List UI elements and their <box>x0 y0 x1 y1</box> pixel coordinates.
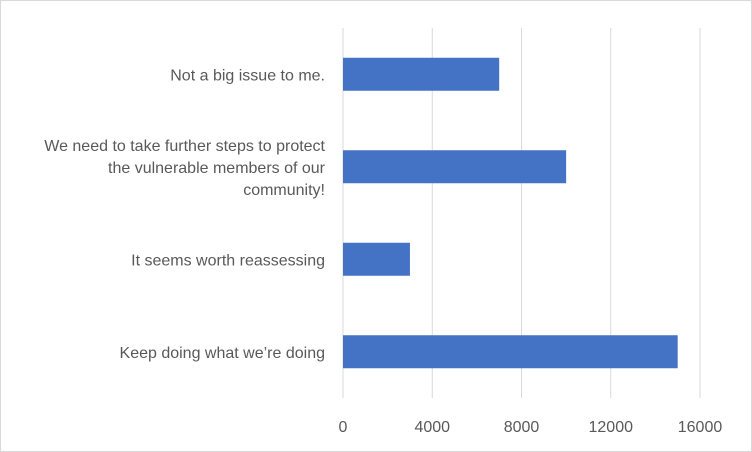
x-tick-label: 16000 <box>678 419 723 436</box>
bar <box>343 57 500 91</box>
category-label: It seems worth reassessing <box>131 252 325 269</box>
bar <box>343 150 567 184</box>
x-axis-tick-labels: 0 4000 8000 12000 16000 <box>339 419 723 436</box>
bar <box>343 335 678 369</box>
bars <box>343 57 678 369</box>
category-label: Keep doing what we’re doing <box>120 345 325 362</box>
category-label: Not a big issue to me. <box>170 67 325 84</box>
category-label-line: the vulnerable members of our <box>108 160 326 177</box>
category-label-line: community! <box>243 182 325 199</box>
x-tick-label: 8000 <box>504 419 540 436</box>
x-tick-label: 4000 <box>414 419 450 436</box>
category-label-line: We need to take further steps to protect <box>44 138 325 155</box>
category-label-line: It seems worth reassessing <box>131 252 325 269</box>
category-label-line: Not a big issue to me. <box>170 67 325 84</box>
category-labels: Not a big issue to me. We need to take fu… <box>44 67 325 362</box>
x-tick-label: 0 <box>339 419 348 436</box>
category-label-line: Keep doing what we’re doing <box>120 345 325 362</box>
category-label: We need to take further steps to protect… <box>44 138 325 199</box>
bar <box>343 242 410 276</box>
x-tick-label: 12000 <box>589 419 634 436</box>
